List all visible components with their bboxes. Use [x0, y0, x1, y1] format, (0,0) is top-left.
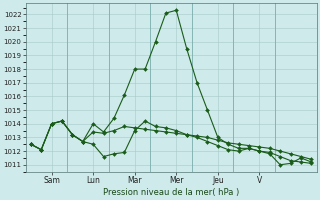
X-axis label: Pression niveau de la mer( hPa ): Pression niveau de la mer( hPa ) — [103, 188, 239, 197]
